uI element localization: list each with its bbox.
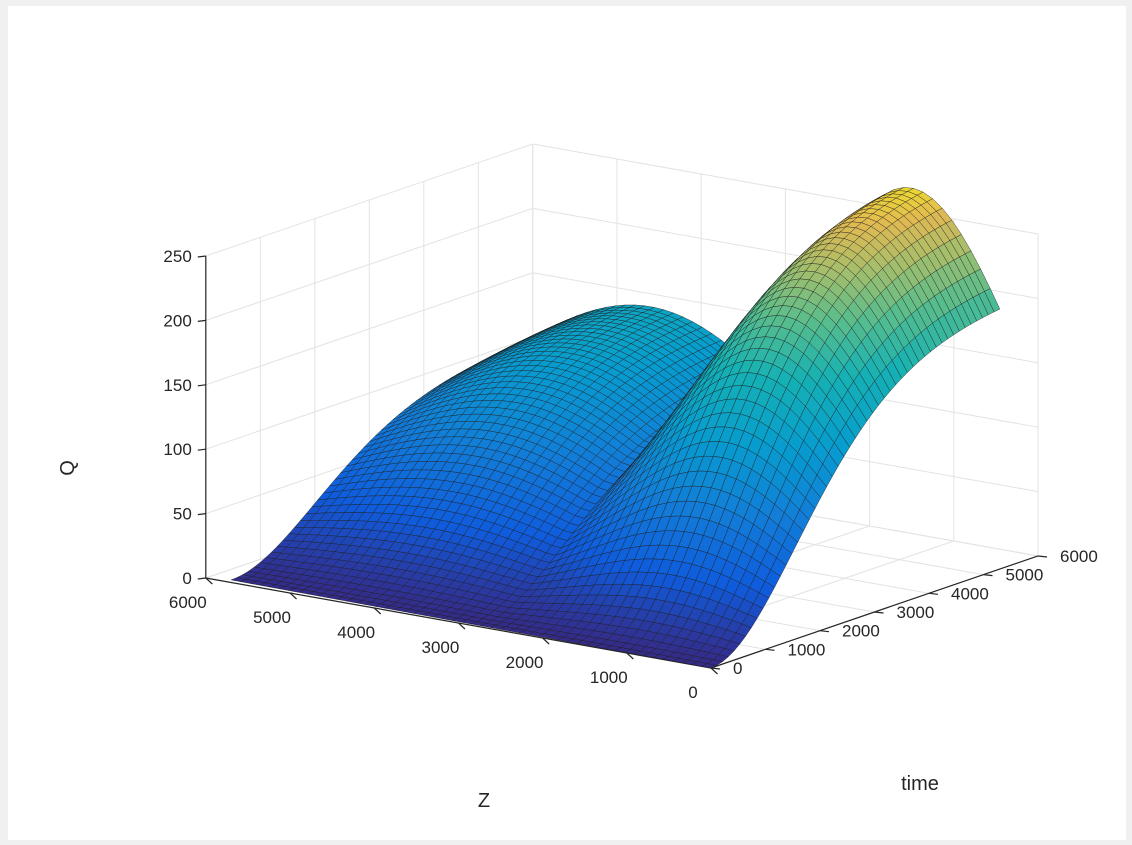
z-axis-label: Q bbox=[57, 460, 79, 476]
z-tick-label: 3000 bbox=[421, 638, 459, 657]
q-tick-label: 150 bbox=[163, 376, 191, 395]
z-tick bbox=[626, 652, 634, 660]
z-tick-label: 6000 bbox=[169, 593, 207, 612]
x-axis-label: Z bbox=[478, 790, 490, 812]
q-tick bbox=[197, 319, 206, 322]
time-tick bbox=[928, 592, 939, 595]
time-tick-label: 1000 bbox=[788, 640, 826, 659]
plot-frame: 0 1000 2000 3000 4000 5000 6000 0 1000 2000 3000 40… bbox=[8, 6, 1126, 840]
time-tick bbox=[819, 630, 830, 633]
time-tick bbox=[765, 648, 775, 651]
surface-mesh bbox=[230, 187, 1001, 669]
y-axis-label: time bbox=[901, 773, 939, 795]
z-tick-label: 0 bbox=[688, 683, 697, 702]
time-tick-label: 6000 bbox=[1060, 547, 1098, 566]
z-tick-label: 2000 bbox=[506, 653, 544, 672]
z-tick bbox=[542, 637, 550, 645]
q-tick-label: 100 bbox=[163, 440, 191, 459]
time-tick-label: 3000 bbox=[897, 603, 935, 622]
z-tick-label: 5000 bbox=[253, 608, 291, 627]
time-tick-label: 2000 bbox=[842, 622, 880, 641]
time-tick-label: 5000 bbox=[1006, 566, 1044, 585]
q-tick bbox=[197, 384, 206, 387]
q-tick bbox=[197, 448, 206, 451]
q-tick-label: 50 bbox=[173, 505, 192, 524]
tick-labels: 0100020003000400050006000010002000300040… bbox=[163, 247, 1097, 702]
q-tick-label: 0 bbox=[182, 569, 191, 588]
time-tick bbox=[874, 611, 884, 614]
q-tick bbox=[197, 577, 206, 580]
time-tick-label: 0 bbox=[733, 659, 742, 678]
tick-marks bbox=[197, 255, 1048, 675]
time-tick bbox=[983, 574, 993, 577]
q-tick bbox=[197, 513, 206, 516]
q-tick-label: 200 bbox=[163, 311, 191, 330]
surface-plot[interactable]: 0100020003000400050006000010002000300040… bbox=[8, 6, 1126, 840]
time-tick bbox=[710, 667, 721, 670]
surface-cell bbox=[700, 663, 718, 669]
q-tick-label: 250 bbox=[163, 247, 191, 266]
z-tick bbox=[710, 667, 718, 675]
time-tick bbox=[1037, 555, 1048, 558]
z-tick bbox=[289, 592, 297, 600]
z-tick bbox=[205, 577, 213, 585]
z-tick-label: 1000 bbox=[590, 668, 628, 687]
z-tick bbox=[373, 607, 382, 615]
z-tick bbox=[457, 622, 466, 630]
time-tick-label: 4000 bbox=[951, 584, 989, 603]
z-tick-label: 4000 bbox=[337, 623, 375, 642]
q-tick bbox=[197, 255, 206, 258]
